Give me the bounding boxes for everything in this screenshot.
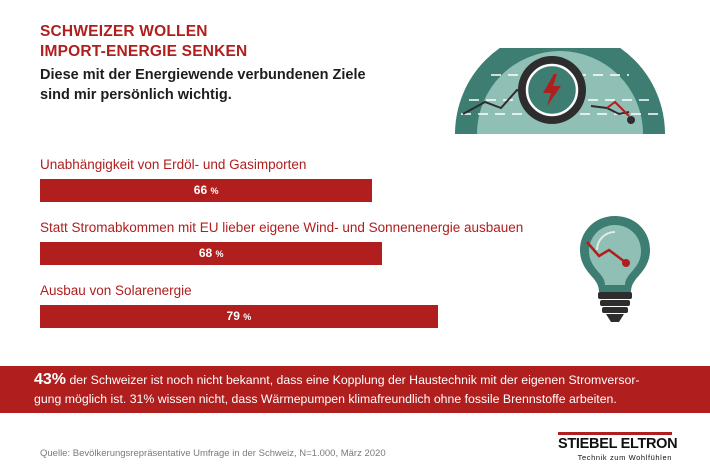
- title-line-1: SCHWEIZER WOLLEN: [40, 23, 208, 40]
- brand-name: STIEBEL ELTRON: [558, 436, 678, 452]
- category-label: Ausbau von Solarenergie: [40, 283, 192, 298]
- subtitle-line-1: Diese mit der Energiewende verbundenen Z…: [40, 67, 366, 83]
- brand-tagline: Technik zum Wohlfühlen: [577, 453, 672, 462]
- light-bulb-icon: [580, 216, 650, 322]
- source-note: Quelle: Bevölkerungsrepräsentative Umfra…: [40, 448, 386, 459]
- page-subtitle: Diese mit der Energiewende verbundenen Z…: [40, 65, 366, 105]
- banner-line-1: 43% der Schweizer ist noch nicht bekannt…: [34, 371, 640, 389]
- bar-value-label: 68 %: [198, 246, 224, 260]
- bar-value-label: 79 %: [226, 309, 252, 323]
- category-label: Unabhängigkeit von Erdöl- und Gasimporte…: [40, 157, 307, 172]
- brand-logo: STIEBEL ELTRON Technik zum Wohlfühlen: [558, 432, 678, 462]
- page-title: SCHWEIZER WOLLEN IMPORT-ENERGIE SENKEN: [40, 22, 247, 62]
- subtitle-line-2: sind mir persönlich wichtig.: [40, 87, 232, 103]
- banner-highlight: 43%: [34, 371, 67, 388]
- info-banner: 43% der Schweizer ist noch nicht bekannt…: [0, 366, 710, 413]
- bar: [40, 305, 438, 328]
- bar: [40, 242, 383, 265]
- title-line-2: IMPORT-ENERGIE SENKEN: [40, 43, 248, 60]
- half-gauge-lightning-icon: [455, 48, 665, 134]
- category-label: Statt Stromabkommen mit EU lieber eigene…: [40, 220, 524, 235]
- brand-bar: [558, 432, 672, 435]
- banner-line-1-text: der Schweizer ist noch nicht bekannt, da…: [66, 373, 640, 387]
- bar: [40, 179, 373, 202]
- banner-line-2: gung möglich ist. 31% wissen nicht, dass…: [34, 392, 617, 406]
- bar-value-label: 66 %: [193, 183, 219, 197]
